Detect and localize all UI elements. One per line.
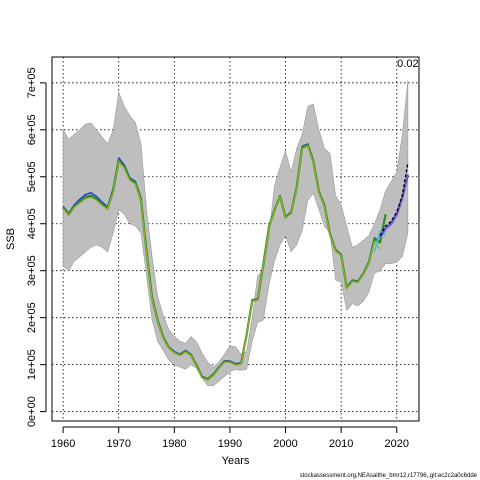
x-tick-label: 1990 bbox=[218, 438, 242, 450]
x-tick-label: 2020 bbox=[385, 438, 409, 450]
confidence-band bbox=[62, 80, 409, 387]
plot-frame bbox=[51, 56, 420, 422]
y-tick-label: 4e+05 bbox=[26, 208, 38, 239]
x-tick-label: 1960 bbox=[51, 438, 75, 450]
y-tick-label: 7e+05 bbox=[26, 67, 38, 98]
confidence-band-layer bbox=[62, 80, 409, 387]
y-tick-label: 3e+05 bbox=[26, 255, 38, 286]
x-tick-label: 2010 bbox=[329, 438, 353, 450]
y-tick-label: 0e+00 bbox=[26, 396, 38, 427]
footnote: stockassessment.org,NEAsaithe_bmr12,r177… bbox=[300, 473, 478, 479]
y-tick-label: 6e+05 bbox=[26, 114, 38, 145]
x-tick-label: 2000 bbox=[273, 438, 297, 450]
y-tick-label: 2e+05 bbox=[26, 302, 38, 333]
y-tick-label: 5e+05 bbox=[26, 161, 38, 192]
series-line-4 bbox=[62, 145, 381, 381]
annotation-label: 0.02 bbox=[397, 58, 418, 70]
x-axis-title: Years bbox=[222, 455, 250, 467]
y-axis: 0e+00 1e+05 2e+05 3e+05 4e+05 5e+05 6e+05 7e+05 bbox=[26, 67, 47, 427]
x-tick-label: 1980 bbox=[162, 438, 186, 450]
series-layer bbox=[62, 143, 410, 381]
x-tick-label: 1970 bbox=[106, 438, 130, 450]
y-axis-title: SSB bbox=[5, 228, 17, 250]
x-axis: 1960 1970 1980 1990 2000 2010 2020 bbox=[51, 426, 409, 450]
y-tick-label: 1e+05 bbox=[26, 349, 38, 380]
series-line-7 bbox=[379, 162, 409, 236]
series-line-6 bbox=[379, 174, 410, 239]
